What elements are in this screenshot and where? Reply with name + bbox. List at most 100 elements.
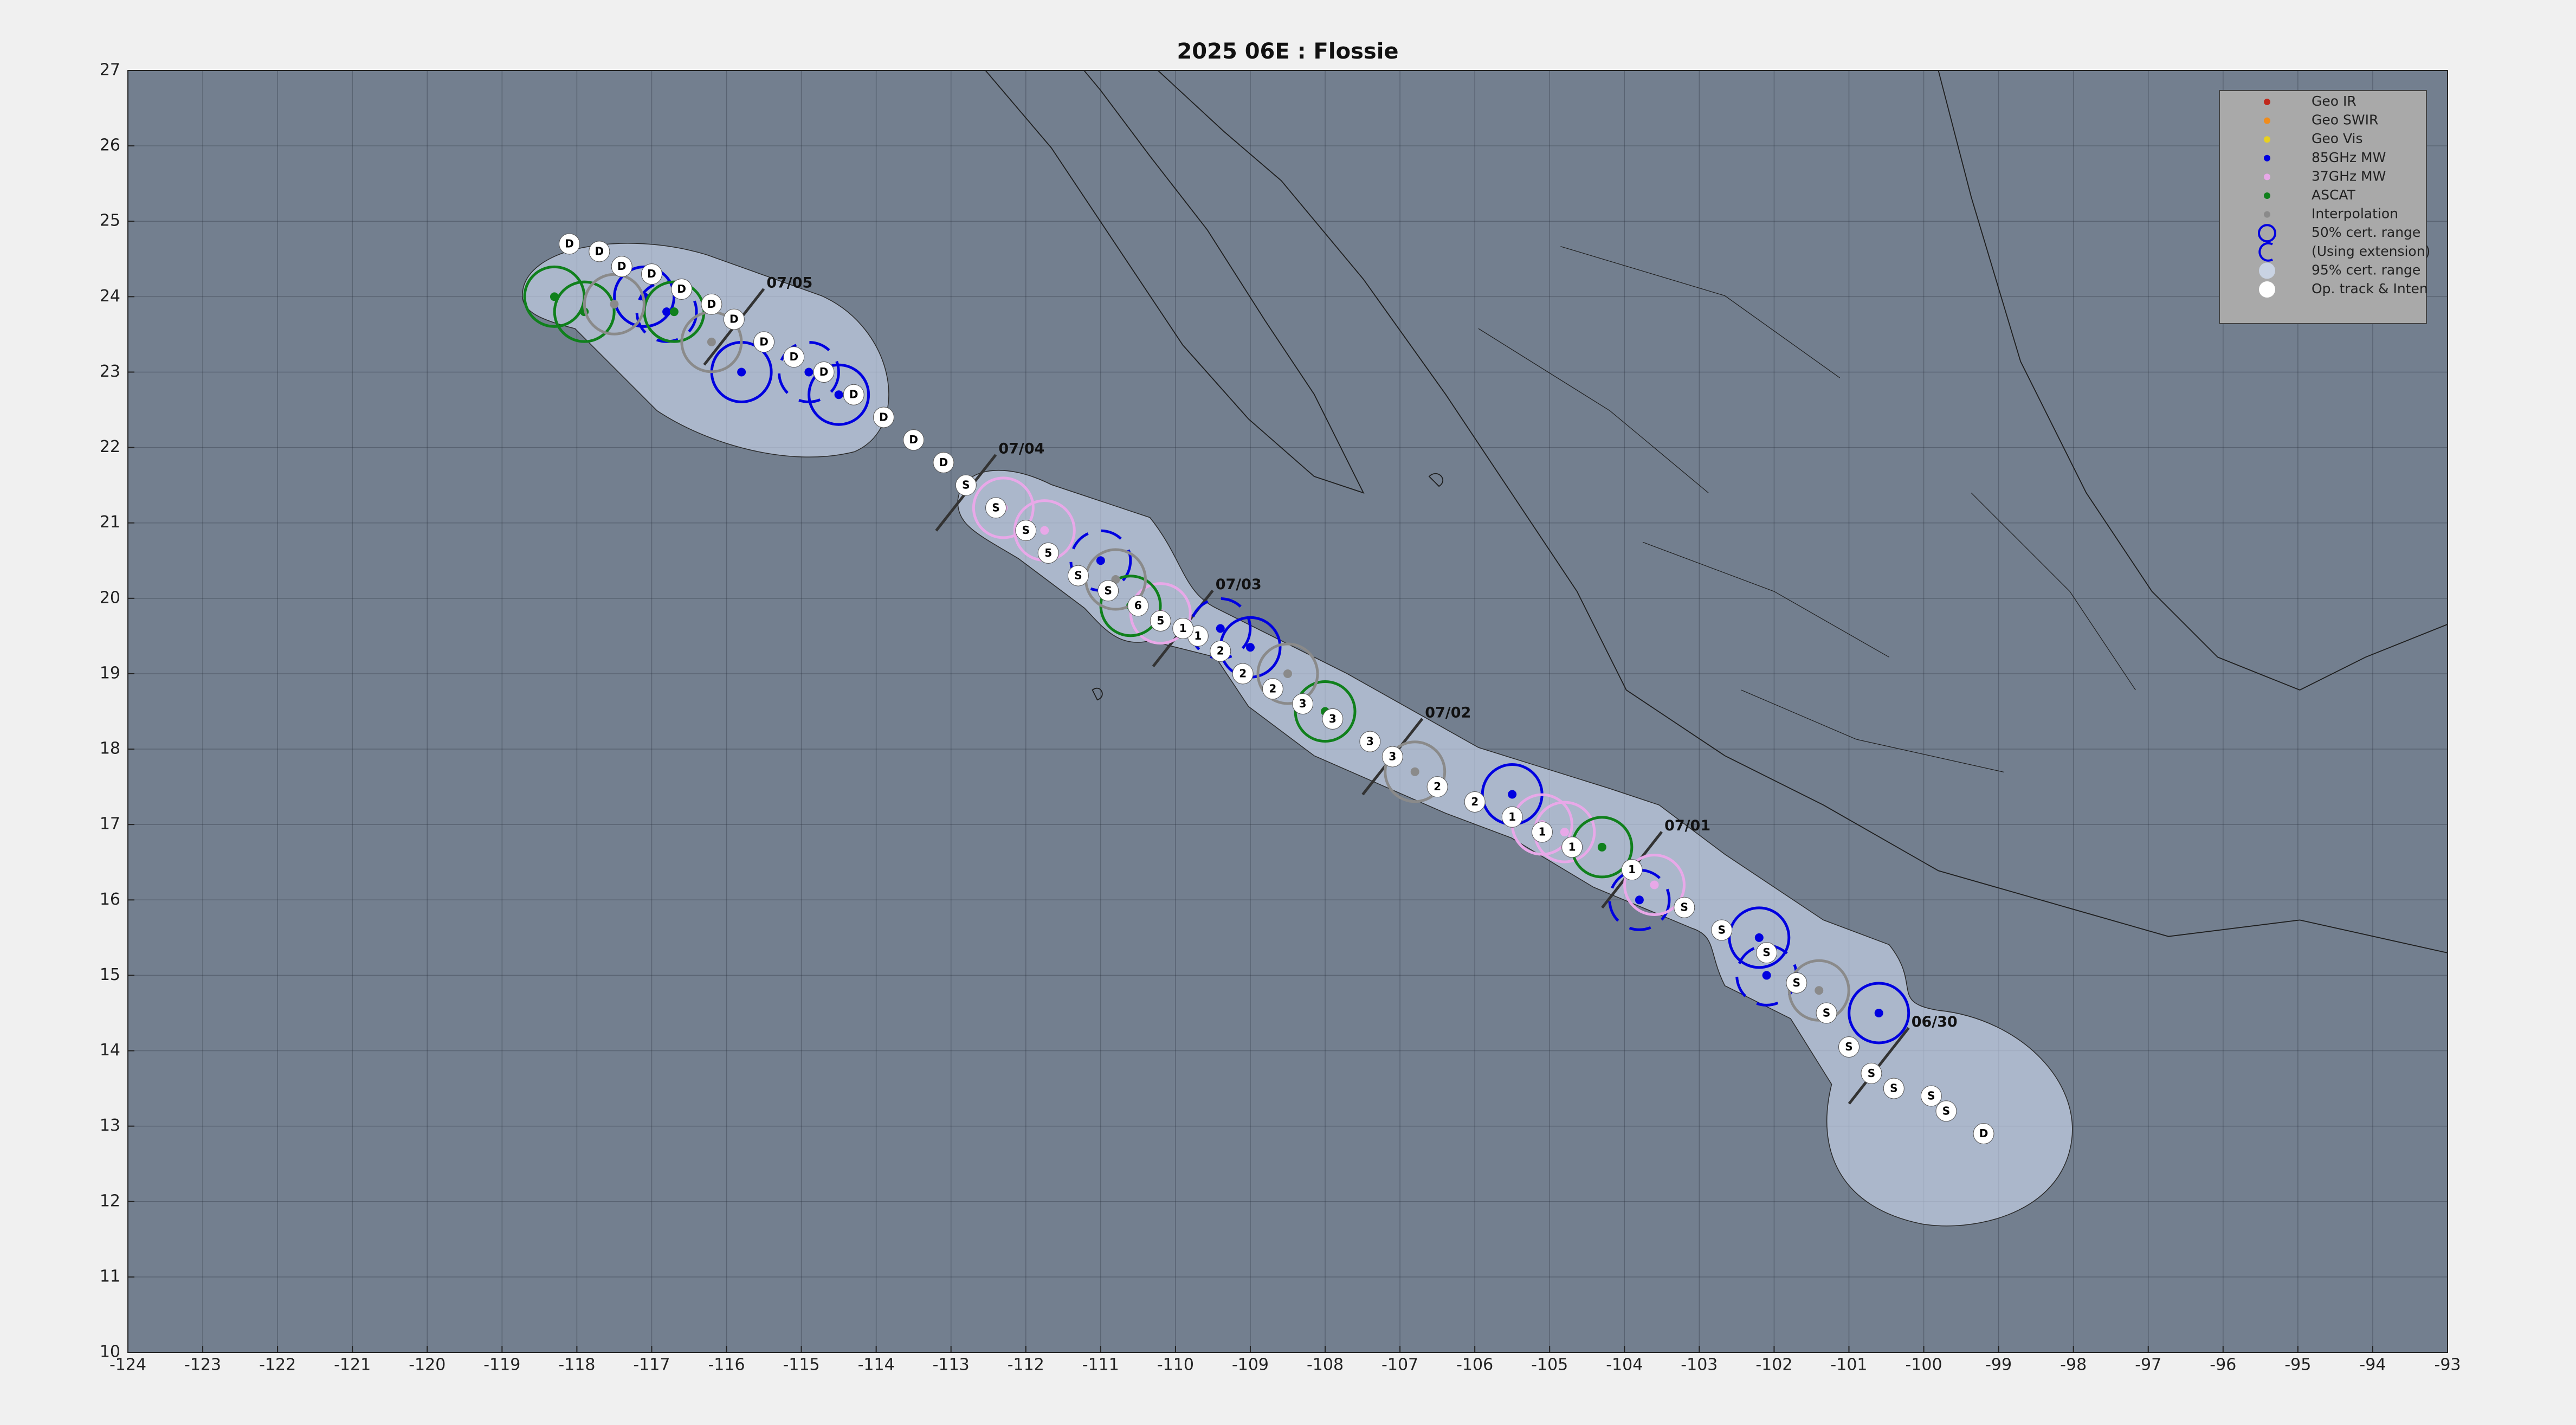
track-point: [1501, 806, 1523, 828]
track-point: [589, 241, 610, 262]
track-label: S: [1942, 1104, 1950, 1117]
fix-point: [1635, 895, 1644, 905]
fix-range: [553, 280, 616, 343]
track-label: S: [992, 501, 999, 514]
track-point: [1973, 1123, 1994, 1145]
chart-title: 2025 06E : Flossie: [1177, 39, 1398, 64]
track-label: 2: [1434, 780, 1441, 793]
x-tick-label: -96: [2210, 1356, 2236, 1375]
y-tick-label: 20: [100, 588, 120, 607]
track-label: 3: [1366, 735, 1374, 748]
x-tick-label: -110: [1157, 1356, 1194, 1375]
fix-point: [1560, 828, 1569, 837]
track-point: [903, 429, 925, 451]
legend-label: 85GHz MW: [2312, 150, 2386, 165]
track-label: 2: [1471, 795, 1479, 808]
fix-point: [1508, 790, 1517, 799]
marks: 06/3007/0107/0207/0307/0407/05DSSSSSSSSS…: [523, 233, 1994, 1145]
mainland-coast: [1158, 70, 2448, 953]
track-label: 2: [1239, 667, 1247, 680]
x-tick-label: -99: [1985, 1356, 2012, 1375]
date-label: 07/02: [1425, 704, 1471, 721]
x-tick-label: -124: [109, 1356, 146, 1375]
track-label: S: [1845, 1040, 1852, 1053]
plot-frame: [127, 70, 2448, 1353]
track-point: [1292, 693, 1314, 715]
track-point: [1816, 1002, 1837, 1024]
y-tick-label: 10: [100, 1343, 120, 1362]
track-point: [753, 331, 775, 353]
fix-point: [1216, 624, 1225, 633]
x-tick-label: -109: [1232, 1356, 1269, 1375]
legend-marker: [2264, 154, 2270, 162]
track-label: S: [962, 479, 970, 492]
x-tick-label: -118: [558, 1356, 595, 1375]
track-label: D: [789, 350, 798, 363]
track-point: [1756, 942, 1778, 964]
x-tick-label: -105: [1531, 1356, 1568, 1375]
track-point: [671, 278, 693, 300]
y-tick-label: 11: [100, 1267, 120, 1286]
track-label: 1: [1179, 622, 1187, 635]
track-point: [1172, 617, 1194, 639]
track-label: D: [909, 433, 918, 446]
legend-label: Geo SWIR: [2312, 112, 2378, 128]
fix-point: [834, 390, 843, 399]
fix-point: [804, 367, 814, 377]
fix-range: [583, 273, 645, 336]
track-label: 3: [1329, 712, 1337, 725]
track-label: 1: [1508, 810, 1516, 823]
track-point: [1232, 663, 1254, 685]
y-tick-label: 17: [100, 815, 120, 834]
x-tick-label: -102: [1755, 1356, 1792, 1375]
x-tick-label: -94: [2359, 1356, 2386, 1375]
y-tick-label: 26: [100, 136, 120, 155]
track-point: [1464, 791, 1486, 813]
x-tick-label: -101: [1830, 1356, 1867, 1375]
y-tick-label: 22: [100, 437, 120, 456]
x-tick-label: -97: [2135, 1356, 2161, 1375]
legend-marker: [2264, 192, 2270, 199]
x-tick-label: -117: [633, 1356, 670, 1375]
track-label: 2: [1217, 644, 1224, 657]
x-tick-label: -115: [783, 1356, 820, 1375]
legend-label: Interpolation: [2312, 206, 2398, 222]
track-label: S: [1074, 569, 1082, 582]
x-tick-label: -120: [409, 1356, 446, 1375]
track-label: D: [939, 456, 948, 469]
x-tick-label: -113: [933, 1356, 970, 1375]
fix-point: [610, 300, 619, 309]
legend-label: 37GHz MW: [2312, 168, 2386, 184]
x-tick-label: -121: [334, 1356, 371, 1375]
legend-label: Geo IR: [2312, 93, 2357, 109]
track-label: D: [707, 298, 716, 311]
track-label: 1: [1568, 840, 1576, 853]
x-tick-label: -104: [1606, 1356, 1643, 1375]
track-point: [1426, 776, 1448, 798]
track-label: 5: [1044, 546, 1052, 559]
y-tick-label: 14: [100, 1041, 120, 1060]
y-tick-label: 24: [100, 287, 120, 306]
legend-marker: [2264, 211, 2270, 218]
track-point: [1037, 542, 1059, 564]
fix-point: [1815, 986, 1824, 995]
track-point: [1381, 746, 1403, 768]
x-tick-label: -123: [184, 1356, 221, 1375]
legend-marker: [2259, 281, 2275, 298]
x-tick-label: -100: [1906, 1356, 1942, 1375]
x-tick-label: -114: [858, 1356, 895, 1375]
islands: [1092, 473, 1443, 701]
track-label: D: [647, 267, 656, 280]
track-label: S: [1868, 1067, 1875, 1080]
track-point: [1531, 821, 1553, 843]
fix-point: [1096, 556, 1105, 565]
track-label: D: [819, 365, 829, 378]
y-tick-label: 13: [100, 1116, 120, 1135]
fix-range: [1608, 868, 1671, 931]
fix-range: [1384, 740, 1447, 803]
y-tick-label: 16: [100, 890, 120, 909]
fix-point: [1874, 1008, 1883, 1017]
fix-point: [707, 337, 716, 346]
track-label: 1: [1628, 863, 1636, 876]
x-tick-label: -116: [708, 1356, 745, 1375]
